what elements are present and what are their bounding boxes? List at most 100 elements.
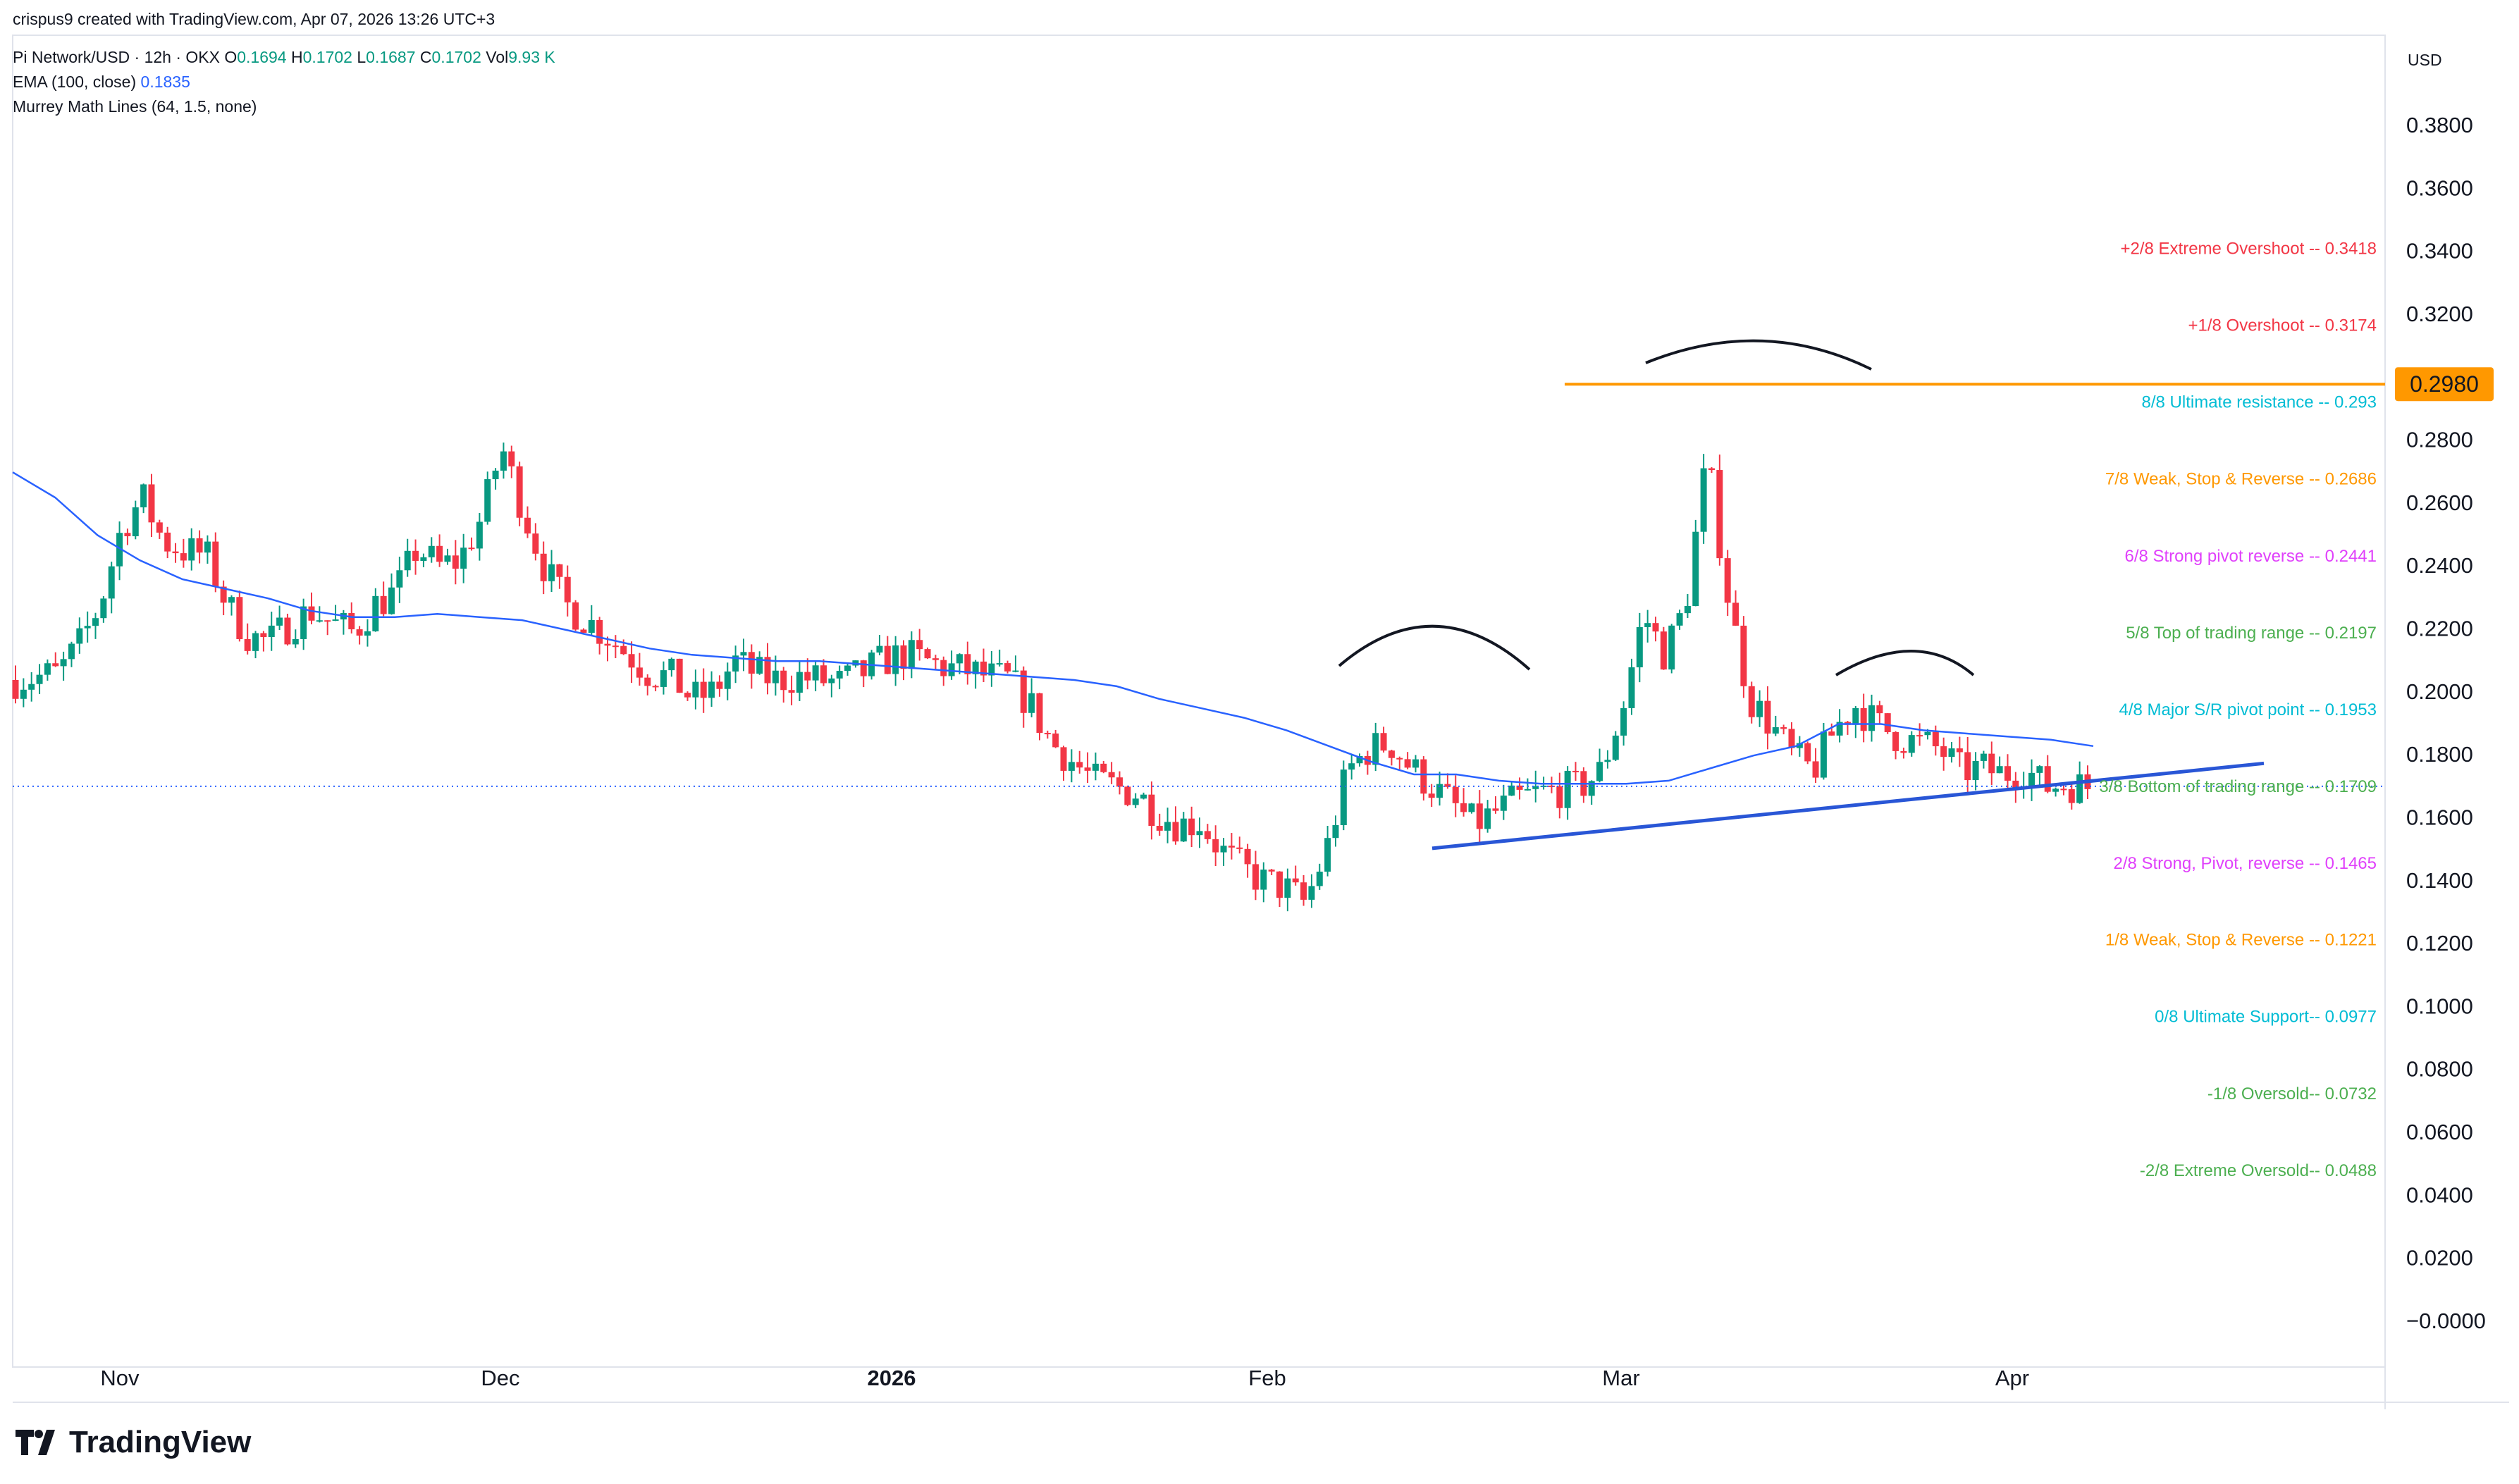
candle-body (764, 657, 771, 684)
candle-body (1828, 731, 1835, 736)
candle-body (596, 619, 603, 644)
candle-body (1988, 753, 1995, 774)
candle-body (996, 663, 1003, 665)
symbol-legend[interactable]: Pi Network/USD · 12h · OKX O0.1694 H0.17… (13, 48, 555, 67)
y-tick-label: −0.0000 (2406, 1309, 2486, 1333)
y-tick-label: 0.1200 (2406, 931, 2473, 956)
ema-legend[interactable]: EMA (100, close) 0.1835 (13, 73, 190, 92)
candle-body (1292, 878, 1299, 883)
candle-body (140, 484, 147, 507)
candle-body (1196, 831, 1203, 836)
candle-body (1676, 613, 1683, 626)
candle-body (932, 658, 939, 660)
candle-body (1812, 761, 1819, 778)
candle-body (780, 670, 787, 691)
ohlc-value-c: 0.1702 (431, 48, 481, 66)
y-tick-label: 0.3600 (2406, 175, 2473, 200)
currency-label[interactable]: USD (2408, 51, 2442, 69)
murrey-line-label: 7/8 Weak, Stop & Reverse -- 0.2686 (2105, 469, 2377, 488)
candle-body (412, 550, 419, 561)
candle-body (1740, 625, 1747, 686)
ema-line (12, 471, 2094, 785)
candle-body (1868, 705, 1876, 731)
candle-body (508, 451, 515, 466)
candle-body (884, 645, 891, 674)
murrey-label: Murrey Math Lines (64, 1.5, none) (13, 97, 257, 116)
candle-body (732, 655, 739, 672)
candle-body (252, 633, 259, 651)
candle-body (292, 638, 299, 645)
candle-body (836, 671, 843, 679)
candle-body (1932, 731, 1939, 747)
candle-body (2012, 780, 2019, 789)
candle-body (260, 633, 267, 637)
candle-body (1908, 735, 1915, 753)
candle-body (156, 522, 163, 533)
murrey-legend[interactable]: Murrey Math Lines (64, 1.5, none) (13, 97, 257, 116)
candle-body (172, 551, 179, 554)
candle-body (532, 533, 539, 554)
candle-body (420, 557, 427, 561)
candle-body (1524, 789, 1531, 791)
candle-body (2028, 772, 2035, 787)
candle-body (428, 545, 435, 557)
candle-body (876, 645, 883, 653)
candle-body (1276, 871, 1283, 898)
candle-body (1980, 753, 1987, 761)
candle-body (1028, 693, 1035, 713)
candle-body (388, 587, 395, 614)
created-by-text: crispus9 created with TradingView.com, A… (13, 10, 495, 28)
candle-body (1444, 784, 1451, 787)
ohlc-value-l: 0.1687 (366, 48, 416, 66)
trendline (1431, 761, 2265, 851)
candle-body (1628, 667, 1635, 708)
candle-body (1484, 808, 1491, 829)
candle-body (1636, 626, 1643, 668)
candle-body (228, 597, 235, 603)
candle-body (756, 657, 763, 674)
candle-body (1452, 786, 1459, 803)
candle-body (300, 606, 307, 639)
candle-body (268, 625, 275, 637)
candle-body (1692, 531, 1699, 607)
candle-body (1900, 750, 1907, 753)
candle-body (1084, 767, 1091, 771)
candle-body (468, 548, 475, 550)
candle-body (1796, 743, 1803, 748)
murrey-line-label: 1/8 Weak, Stop & Reverse -- 0.1221 (2105, 931, 2377, 950)
candle-body (2036, 766, 2043, 773)
candle-body (372, 595, 379, 631)
candle-body (1108, 772, 1115, 778)
candle-body (628, 654, 635, 668)
murrey-line-label: 6/8 Strong pivot reverse -- 0.2441 (2124, 547, 2377, 566)
candle-body (964, 654, 971, 674)
candle-body (1948, 748, 1955, 758)
x-tick-label: 2026 (868, 1366, 916, 1390)
y-tick-label: 0.2600 (2406, 490, 2473, 515)
tradingview-logo[interactable]: TradingView (16, 1425, 251, 1460)
y-tick-label: 0.1600 (2406, 805, 2473, 829)
candle-body (1060, 747, 1067, 771)
candle-body (476, 521, 483, 549)
candle-body (1124, 786, 1131, 805)
candle-body (796, 672, 803, 693)
candle-body (108, 566, 115, 599)
candle-body (1244, 848, 1251, 865)
murrey-line-label: +1/8 Overshoot -- 0.3174 (2188, 316, 2377, 335)
y-tick-label: 0.0600 (2406, 1120, 2473, 1144)
candle-body (1404, 759, 1411, 768)
candle-body (580, 629, 587, 633)
candle-body (948, 663, 955, 676)
candle-body (1380, 733, 1387, 751)
candle-body (692, 681, 699, 698)
murrey-line-label: 5/8 Top of trading range -- 0.2197 (2126, 624, 2377, 643)
candle-body (188, 538, 195, 561)
candle-body (1500, 796, 1507, 811)
candle-body (676, 658, 683, 693)
candle-body (180, 553, 187, 561)
candle-body (548, 564, 555, 581)
candle-body (860, 660, 867, 676)
candle-body (700, 681, 707, 698)
